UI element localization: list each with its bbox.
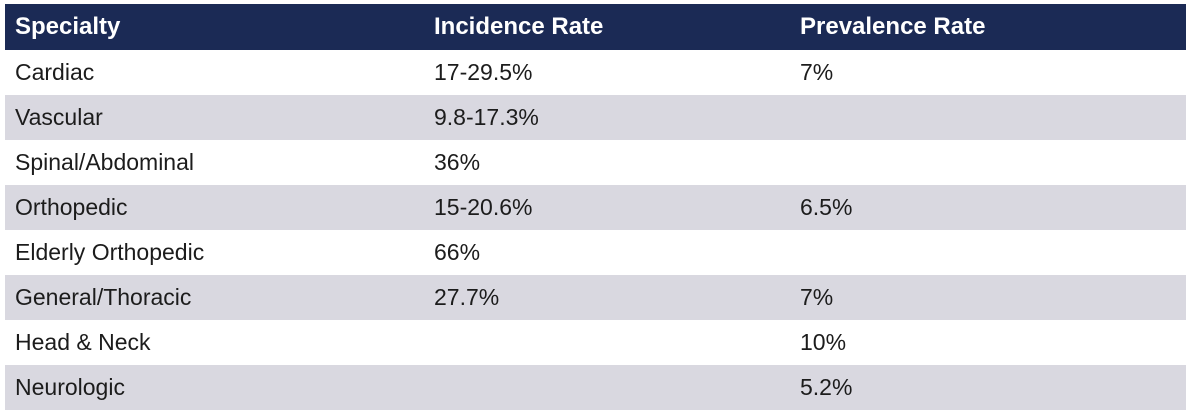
incidence-cell: 27.7% bbox=[434, 284, 500, 310]
table-row: General/Thoracic 27.7% 7% bbox=[5, 275, 1186, 320]
specialty-cell: Elderly Orthopedic bbox=[15, 239, 205, 265]
specialty-cell: General/Thoracic bbox=[15, 284, 192, 310]
incidence-cell: 66% bbox=[434, 239, 481, 265]
prevalence-cell: 7% bbox=[800, 284, 834, 310]
header-incidence-rate: Incidence Rate bbox=[434, 13, 604, 40]
specialty-cell: Spinal/Abdominal bbox=[15, 149, 195, 175]
specialty-cell: Orthopedic bbox=[15, 194, 128, 220]
table-row: Neurologic 5.2% bbox=[5, 365, 1186, 410]
table-row: Orthopedic 15-20.6% 6.5% bbox=[5, 185, 1186, 230]
prevalence-cell: 6.5% bbox=[800, 194, 853, 220]
table-row: Elderly Orthopedic 66% bbox=[5, 230, 1186, 275]
incidence-cell: 9.8-17.3% bbox=[434, 104, 539, 130]
incidence-cell: 36% bbox=[434, 149, 481, 175]
header-prevalence-rate: Prevalence Rate bbox=[800, 13, 986, 40]
prevalence-cell: 5.2% bbox=[800, 374, 853, 400]
specialty-cell: Vascular bbox=[15, 104, 103, 130]
table-row: Vascular 9.8-17.3% bbox=[5, 95, 1186, 140]
specialty-cell: Cardiac bbox=[15, 59, 95, 85]
data-table: Specialty Incidence Rate Prevalence Rate… bbox=[5, 4, 1186, 410]
incidence-cell: 17-29.5% bbox=[434, 59, 533, 85]
table-row: Cardiac 17-29.5% 7% bbox=[5, 50, 1186, 95]
prevalence-cell: 7% bbox=[800, 59, 834, 85]
table-row: Spinal/Abdominal 36% bbox=[5, 140, 1186, 185]
specialty-cell: Neurologic bbox=[15, 374, 125, 400]
header-specialty: Specialty bbox=[15, 13, 121, 40]
prevalence-cell: 10% bbox=[800, 329, 847, 355]
table-row: Head & Neck 10% bbox=[5, 320, 1186, 365]
incidence-cell: 15-20.6% bbox=[434, 194, 533, 220]
specialty-cell: Head & Neck bbox=[15, 329, 151, 355]
table-header-row: Specialty Incidence Rate Prevalence Rate bbox=[5, 4, 1186, 50]
